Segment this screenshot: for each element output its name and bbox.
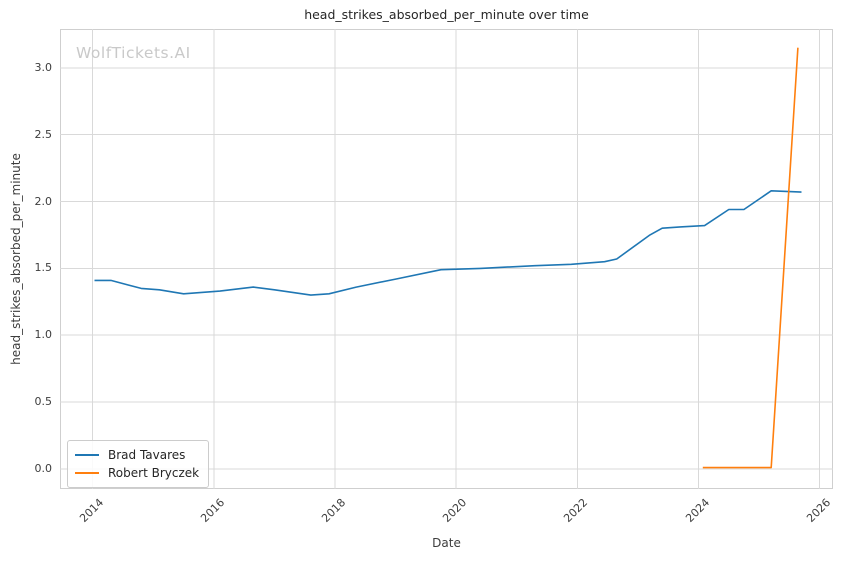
y-tick-label: 2.5 [34,127,53,141]
legend-label: Brad Tavares [108,448,186,462]
x-tick-label: 2014 [76,496,106,525]
watermark: WolfTickets.AI [76,44,191,62]
y-tick-label: 1.0 [34,328,53,342]
legend: Brad Tavares Robert Bryczek [67,440,210,488]
series-line-robert-bryczek [702,47,799,469]
y-axis-label: head_strikes_absorbed_per_minute [9,153,23,365]
series-line-brad-tavares [94,190,802,296]
plot-area [60,29,833,489]
y-tick-label: 0.5 [34,395,53,409]
x-tick-label: 2016 [198,496,228,525]
x-tick-label: 2024 [682,496,712,525]
legend-item: Robert Bryczek [75,464,199,482]
x-tick-label: 2022 [561,496,591,525]
legend-line-swatch [75,472,99,474]
y-tick-label: 2.0 [34,194,53,208]
y-tick-label: 1.5 [34,261,53,275]
x-tick-label: 2020 [440,496,470,525]
y-tick-label: 3.0 [34,60,53,74]
y-tick-label: 0.0 [34,461,53,475]
x-tick-label: 2018 [319,496,349,525]
x-axis-label: Date [432,536,461,550]
chart-title: head_strikes_absorbed_per_minute over ti… [304,7,589,22]
legend-line-swatch [75,454,99,456]
legend-label: Robert Bryczek [108,466,200,480]
plot-canvas [60,29,833,489]
legend-item: Brad Tavares [75,446,199,464]
x-tick-label: 2026 [803,496,833,525]
